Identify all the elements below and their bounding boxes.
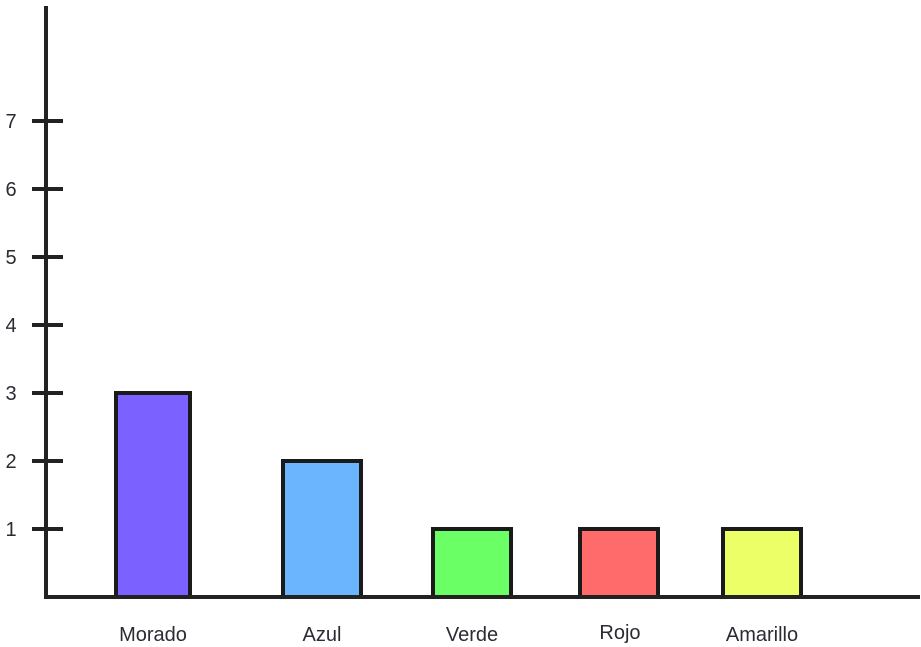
y-tick-label: 2 <box>5 451 16 473</box>
y-tick-label: 3 <box>5 383 16 405</box>
x-category-label: Rojo <box>599 622 640 644</box>
bars <box>114 391 803 599</box>
y-tick-label: 6 <box>5 179 16 201</box>
y-tick-label: 5 <box>5 247 16 269</box>
y-tick-label: 4 <box>5 315 16 337</box>
bar-amarillo <box>721 527 803 599</box>
x-category-label: Amarillo <box>726 624 798 646</box>
category-labels: Morado Azul Verde Rojo Amarillo <box>119 622 798 646</box>
x-category-label: Verde <box>446 624 498 646</box>
x-category-label: Azul <box>303 624 342 646</box>
x-category-label: Morado <box>119 624 187 646</box>
bar-verde <box>431 527 513 599</box>
y-tick-label: 1 <box>5 519 16 541</box>
bar-rojo <box>578 527 660 599</box>
bar-morado <box>114 391 192 599</box>
bar-azul <box>281 459 363 599</box>
y-axis-ticks: 1 2 3 4 5 6 7 <box>5 111 63 541</box>
y-tick-label: 7 <box>5 111 16 133</box>
axes <box>44 6 920 599</box>
